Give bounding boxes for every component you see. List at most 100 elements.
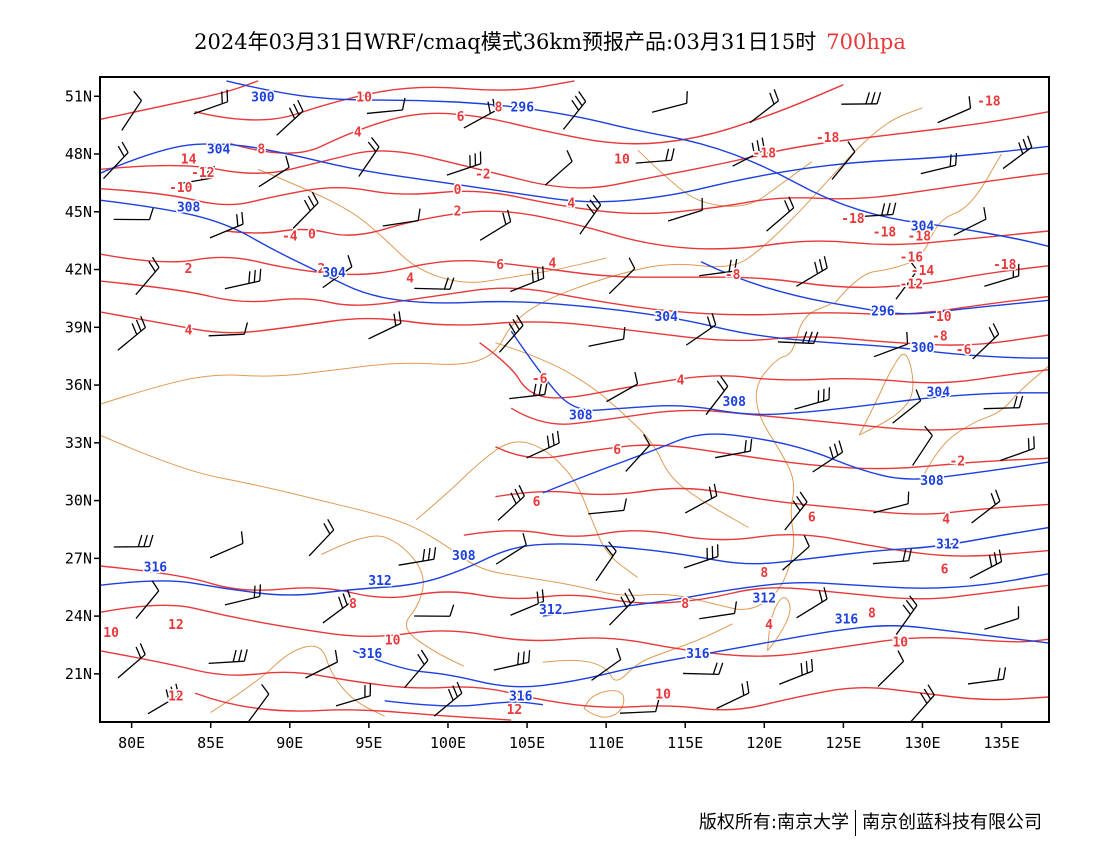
temperature-label: 8 [760,566,768,581]
height-label: 312 [936,537,959,552]
wind-barb-feather [589,199,598,210]
wind-barb-feather [805,661,808,674]
wind-barb-feather [556,430,560,444]
temperature-label: -2 [475,168,491,183]
x-tick-label: 105E [509,734,545,752]
boundary-line [100,303,831,610]
wind-barb-feather [905,599,915,611]
wind-barb [276,99,304,136]
wind-barb-feather [401,97,406,111]
wind-barb [794,387,831,410]
wind-barb-shaft [322,266,353,289]
wind-barb-feather [1033,436,1035,449]
wind-barb-shaft [699,270,735,277]
wind-barb-feather [417,208,421,221]
temperature-label: 2 [185,262,193,277]
wind-barb-shaft [322,601,353,624]
wind-barb-feather [546,435,550,448]
temperature-contour-layer [100,80,1049,721]
wind-barb [247,683,270,722]
wind-barb-shaft [562,101,587,130]
wind-barb-shaft [446,163,481,176]
boundary-line [321,535,465,667]
temperature-label: -8 [932,329,948,344]
wind-barb-feather [1013,395,1018,409]
wind-barb-feather [236,214,239,227]
wind-barb-feather [347,255,353,268]
wind-barb [147,683,180,715]
wind-barb-feather [713,483,718,496]
x-tick-label: 130E [904,734,940,752]
wind-barb [685,313,717,346]
wind-barb [493,650,531,671]
wind-barb-shaft [953,218,987,236]
wind-barb-shaft [335,695,371,707]
wind-barb-shaft [509,393,545,400]
wind-barb-feather [807,331,813,344]
wind-barb-shaft [382,219,419,227]
wind-barb-shaft [588,509,624,515]
wind-barb-feather [923,688,932,700]
wind-barb-feather [920,692,928,704]
wind-barb-shaft [103,152,129,180]
wind-barb [873,491,910,514]
wind-barb-feather [259,584,262,597]
temperature-isoline [100,604,1049,657]
wind-barb-feather [817,390,820,403]
wind-barb-shaft [796,598,828,619]
wind-barb [831,141,856,180]
wind-barb-shaft [404,659,429,688]
wind-barb-feather [449,277,455,290]
wind-barb-feather [711,313,717,326]
x-tick-label: 100E [430,734,466,752]
wind-barb [322,589,353,624]
wind-barb-shaft [510,600,544,616]
wind-barb [778,331,819,345]
wind-barb-feather [628,588,636,600]
height-label: 300 [251,91,275,106]
wind-barb [619,699,660,714]
wind-barb-feather [829,446,834,459]
wind-barb [857,202,897,218]
temperature-isoline [194,80,575,121]
wind-barb-feather [909,260,918,271]
wind-barb-shaft [784,501,808,531]
temperature-label: 6 [808,510,816,525]
wind-barb-feather [892,202,897,215]
wind-barb-feather [492,98,496,111]
wind-barb-feather [665,148,670,161]
wind-barb-shaft [984,617,1019,630]
wind-barb-shaft [984,275,1019,287]
wind-barb-feather [253,585,256,598]
credit-company: 南京创蓝科技有限公司 [862,812,1042,833]
wind-barb-feather [823,587,828,600]
wind-barb-feather [248,271,251,284]
wind-barb-shaft [609,599,635,626]
wind-barb-shaft [398,558,435,566]
height-label: 308 [452,549,476,564]
temperature-label: 8 [681,597,689,612]
wind-barb-shaft [208,333,245,337]
y-tick-label: 51N [65,87,92,105]
wind-barb [562,91,587,130]
wind-barb-feather [711,546,714,559]
height-isoline [352,625,1049,688]
height-label: 312 [753,591,776,606]
boundary-line [833,153,1002,305]
wind-barb-feather [259,268,262,282]
temperature-label: 4 [548,256,556,271]
boundary-line [858,353,914,436]
wind-barb-feather [117,145,125,157]
temperature-label: 10 [892,636,908,651]
wind-barb-feather [148,261,156,273]
x-tick-label: 115E [667,734,703,752]
wind-barb-shaft [619,710,656,714]
wind-barb-feather [1002,667,1007,680]
wind-barb-feather [741,683,745,696]
wind-barb-shaft [983,407,1020,410]
wind-barb-feather [533,383,537,396]
wind-barb [635,148,675,164]
wind-barb [625,434,651,472]
wind-barb-feather [253,270,256,283]
